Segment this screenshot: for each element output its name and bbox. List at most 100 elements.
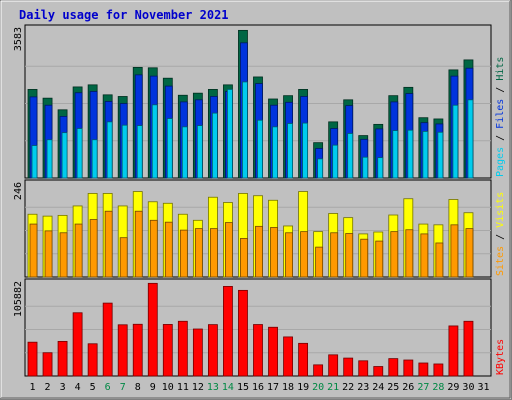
bar-kbytes-day-18 (283, 336, 293, 377)
x-tick-label-7: 7 (120, 382, 126, 393)
bar-pages-day-3 (61, 132, 68, 179)
bar-pages-day-17 (272, 126, 278, 179)
bar-sites-day-14 (225, 222, 233, 278)
bar-pages-day-10 (166, 118, 173, 179)
bar-kbytes-day-14 (223, 286, 233, 377)
x-tick-label-25: 25 (387, 382, 399, 393)
x-tick-label-2: 2 (45, 382, 51, 393)
bar-sites-day-4 (74, 223, 83, 278)
bar-sites-day-23 (360, 238, 369, 278)
bar-pages-day-21 (332, 144, 339, 179)
x-tick-label-9: 9 (150, 382, 156, 393)
bar-pages-day-5 (91, 139, 98, 179)
bar-pages-day-14 (227, 89, 233, 179)
x-tick-label-23: 23 (357, 382, 369, 393)
bar-sites-day-29 (450, 224, 459, 278)
x-tick-label-24: 24 (372, 382, 384, 393)
x-tick-label-30: 30 (462, 382, 474, 393)
legend-kbytes: KBytes (495, 339, 506, 375)
x-tick-label-20: 20 (312, 382, 324, 393)
bar-sites-day-16 (255, 225, 263, 278)
bar-pages-day-9 (151, 104, 158, 179)
bar-kbytes-day-15 (238, 289, 248, 377)
bar-sites-day-7 (119, 237, 128, 278)
bar-sites-day-6 (104, 210, 113, 278)
legend-separator: / (495, 129, 506, 147)
bar-kbytes-day-9 (147, 282, 158, 377)
x-tick-label-5: 5 (90, 382, 96, 393)
bar-pages-day-19 (302, 122, 309, 179)
bar-pages-day-25 (392, 130, 399, 179)
bar-pages-day-4 (76, 128, 83, 179)
x-tick-label-1: 1 (30, 382, 36, 393)
bar-kbytes-day-26 (403, 359, 414, 377)
bar-sites-day-27 (420, 233, 429, 278)
bar-pages-day-29 (452, 104, 459, 179)
x-tick-label-14: 14 (222, 382, 234, 393)
bar-sites-day-11 (179, 229, 188, 278)
bar-sites-day-2 (44, 230, 53, 278)
bar-pages-day-22 (347, 133, 354, 179)
bar-pages-day-8 (136, 125, 143, 179)
bar-kbytes-day-16 (253, 324, 263, 377)
bar-pages-day-18 (287, 123, 293, 179)
bar-sites-day-22 (345, 233, 354, 278)
legend-separator: / (495, 228, 506, 246)
bar-kbytes-day-24 (373, 366, 384, 377)
legend-pages: Pages (495, 147, 506, 177)
bar-sites-day-25 (390, 231, 399, 278)
bar-sites-day-28 (435, 242, 444, 278)
bar-sites-day-15 (240, 238, 248, 278)
bar-pages-day-23 (362, 156, 369, 179)
x-tick-label-3: 3 (60, 382, 66, 393)
x-tick-label-17: 17 (267, 382, 279, 393)
bar-kbytes-day-6 (102, 302, 113, 377)
x-tick-label-28: 28 (432, 382, 444, 393)
bar-kbytes-day-25 (388, 358, 399, 377)
bar-kbytes-day-17 (268, 326, 278, 377)
bar-kbytes-day-19 (298, 342, 309, 377)
x-tick-label-31: 31 (477, 382, 489, 393)
x-tick-label-11: 11 (177, 382, 189, 393)
x-tick-label-19: 19 (297, 382, 309, 393)
bar-pages-day-16 (257, 119, 263, 179)
bar-sites-day-8 (134, 210, 143, 278)
x-tick-label-12: 12 (192, 382, 204, 393)
legend-files: Files (495, 99, 506, 129)
bar-kbytes-day-20 (313, 364, 324, 377)
bar-kbytes-day-21 (328, 354, 339, 377)
bar-pages-day-2 (46, 139, 53, 179)
x-tick-label-15: 15 (237, 382, 249, 393)
legend-visits-sites: Sites / Visits (495, 192, 506, 276)
bar-sites-day-21 (330, 232, 339, 278)
legend-hits-files-pages: Pages / Files / Hits (495, 57, 506, 177)
bar-sites-day-30 (465, 228, 474, 278)
bar-pages-day-28 (437, 131, 444, 179)
bar-pages-day-27 (422, 131, 429, 179)
bar-pages-day-7 (121, 124, 128, 179)
bar-kbytes-day-3 (57, 340, 68, 377)
x-tick-label-6: 6 (105, 382, 111, 393)
bar-pages-day-12 (196, 125, 203, 179)
bar-pages-day-6 (106, 121, 113, 179)
bar-kbytes-day-2 (42, 352, 53, 377)
bar-pages-day-30 (467, 99, 474, 179)
ymax-label: 246 (13, 182, 24, 200)
legend-hits: Hits (495, 57, 506, 81)
panel-kbytes: 105882 KBytes (13, 278, 506, 377)
bar-pages-day-1 (31, 145, 38, 179)
bar-sites-day-3 (59, 232, 68, 278)
bar-pages-day-26 (407, 129, 414, 179)
bar-kbytes-day-27 (418, 362, 429, 377)
bar-kbytes-day-11 (177, 320, 188, 377)
ymax-label: 3583 (13, 27, 24, 51)
legend-separator: / (495, 81, 506, 99)
bar-pages-day-15 (242, 81, 248, 179)
bar-kbytes-day-7 (117, 324, 128, 377)
legend-kbytes: KBytes (495, 339, 506, 375)
bar-kbytes-day-30 (463, 320, 474, 377)
x-tick-label-21: 21 (327, 382, 339, 393)
bar-kbytes-day-29 (448, 325, 459, 377)
x-tick-label-10: 10 (162, 382, 174, 393)
